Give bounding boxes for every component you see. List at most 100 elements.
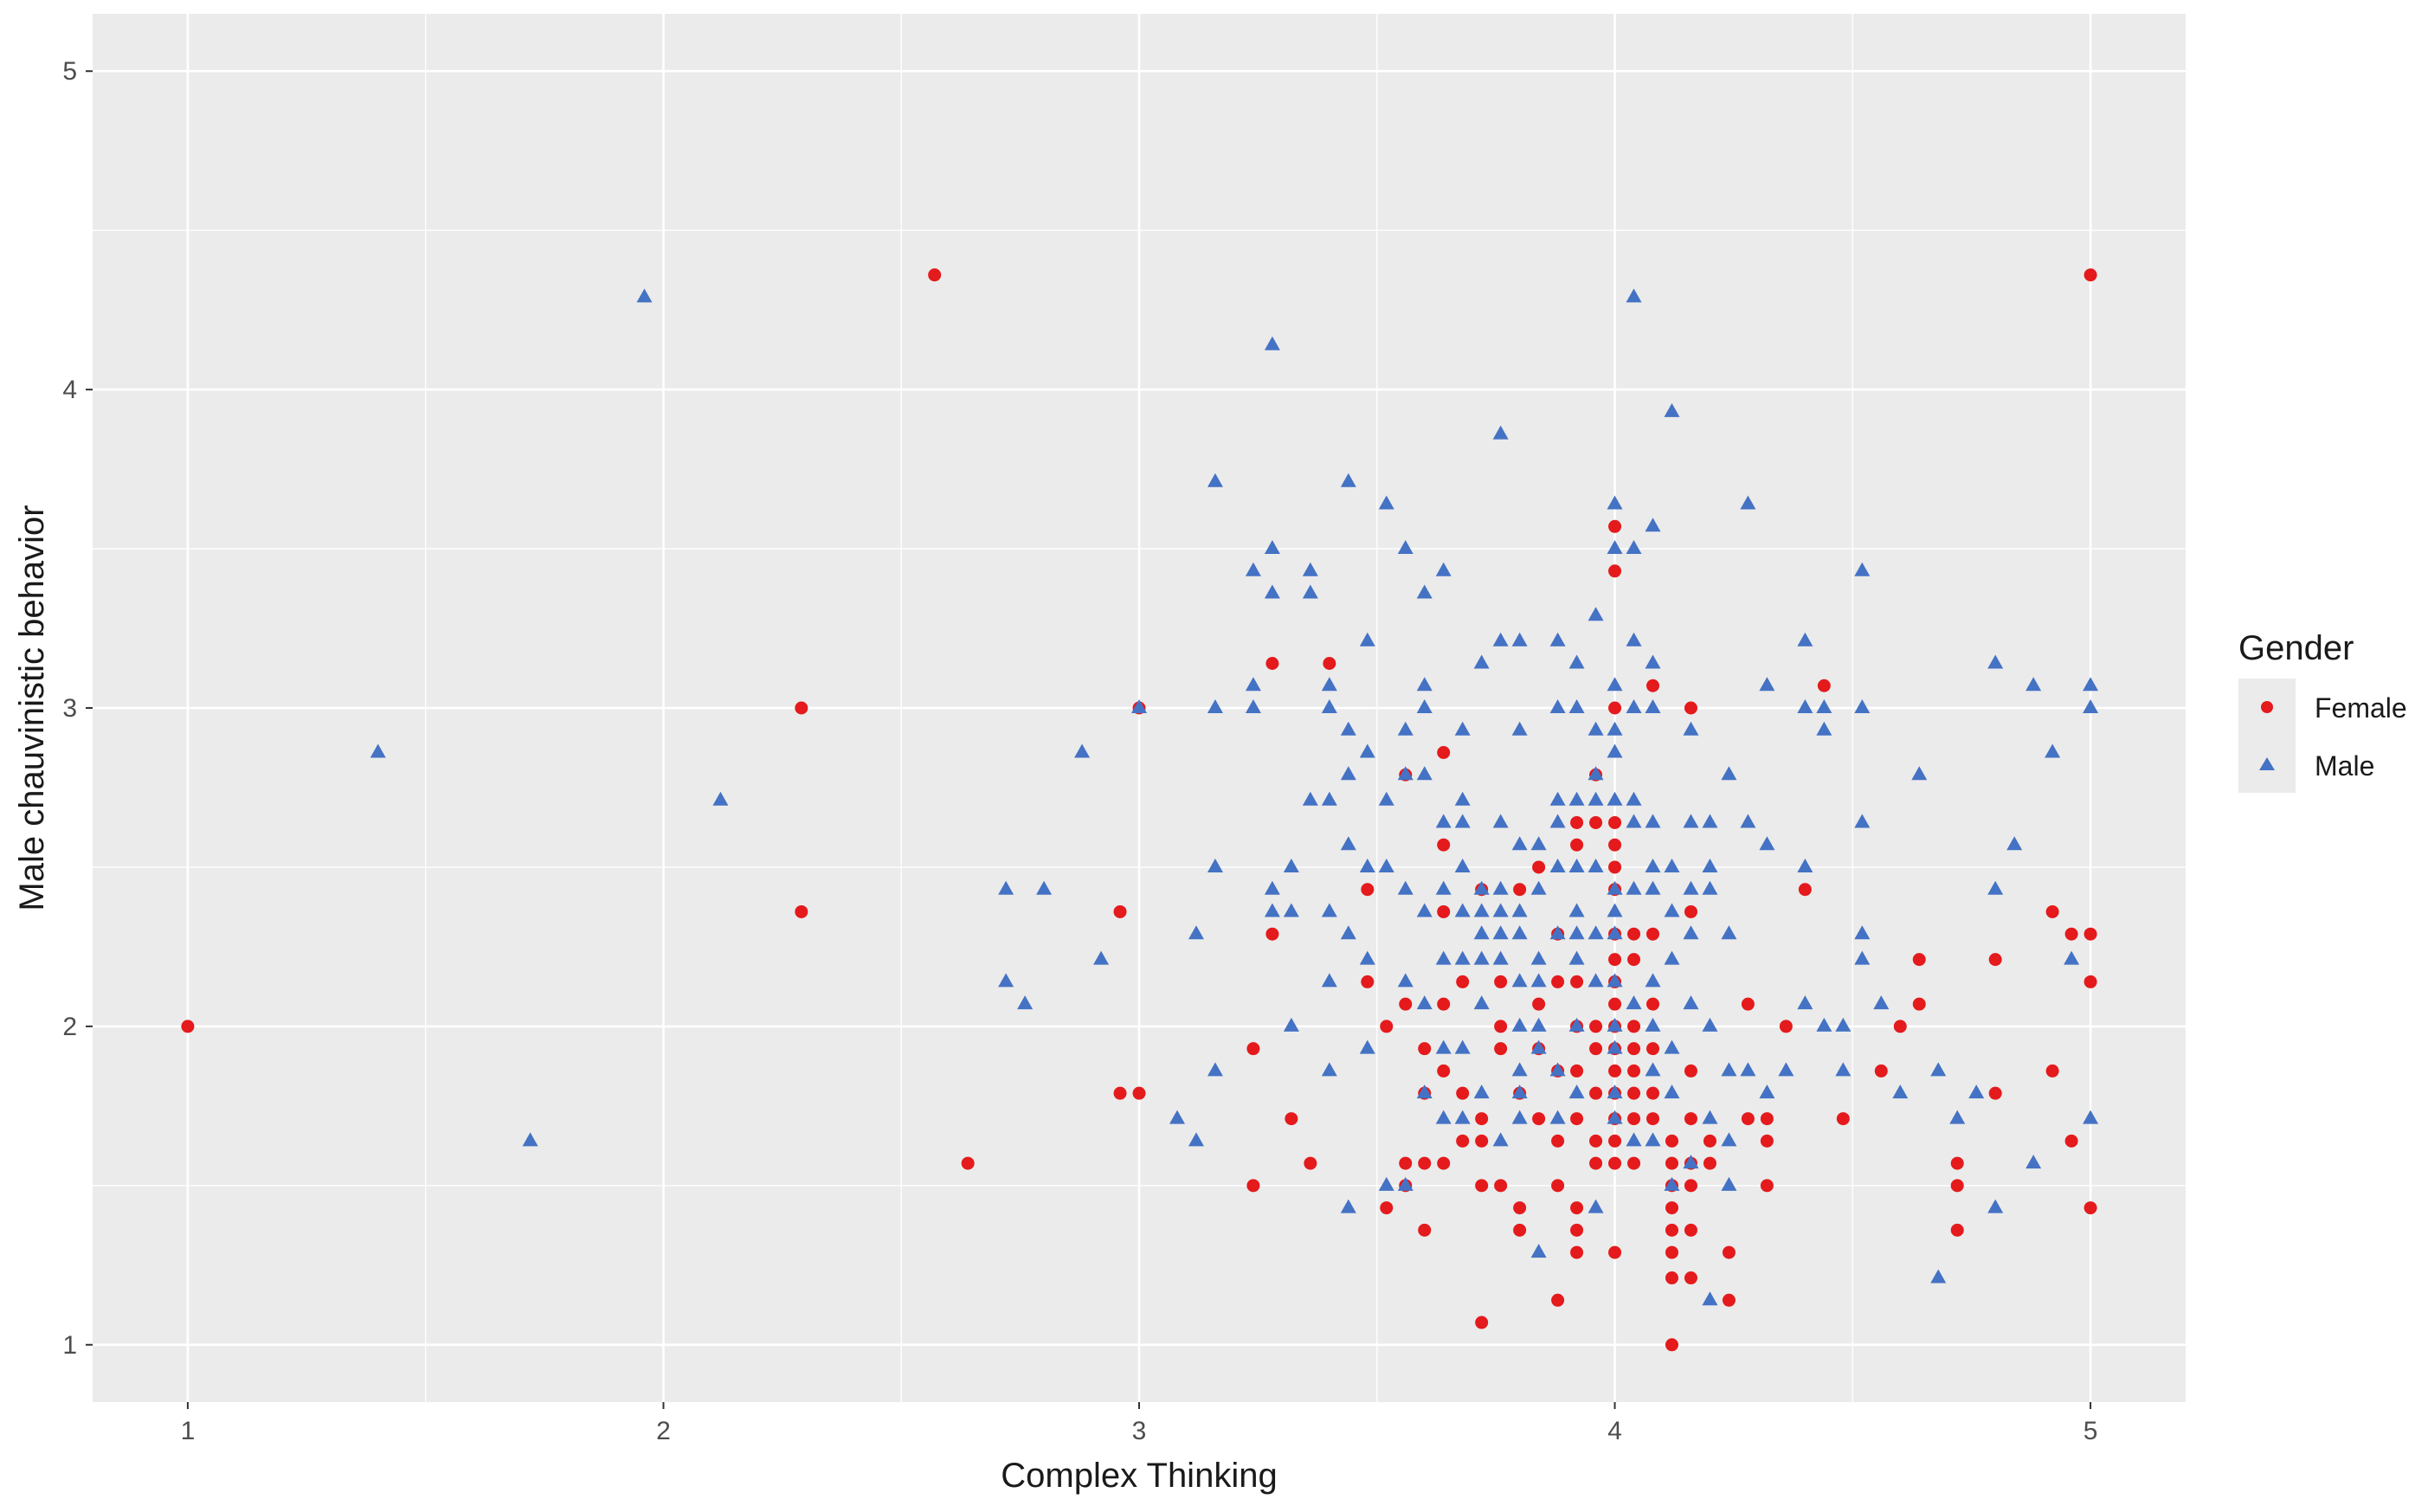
point-male [1359,1039,1375,1054]
point-male [1416,1084,1433,1099]
point-female [1437,904,1451,918]
point-female [1132,1086,1146,1100]
point-female [1456,1134,1470,1148]
point-female [1570,838,1584,852]
point-female [1418,1223,1432,1237]
point-male [1683,880,1699,895]
point-male [1626,540,1642,555]
point-female [1456,975,1470,988]
point-male [1359,632,1375,647]
point-male [1454,1039,1471,1054]
point-male [1797,995,1813,1010]
point-female [1950,1179,1964,1193]
point-female [1380,1201,1394,1215]
point-female [1418,1156,1432,1170]
legend-label-male: Male [2315,750,2374,782]
point-male [1568,654,1585,669]
point-female [1266,656,1279,670]
point-male [1645,973,1661,988]
point-male [1378,858,1394,872]
point-female [1646,1086,1660,1100]
point-female [1703,1134,1716,1148]
point-male [1568,925,1585,940]
point-male [1645,1062,1661,1077]
point-male [1359,743,1375,758]
y-tick-label: 2 [62,1013,77,1041]
point-female [1760,1112,1774,1126]
point-female [1475,1316,1489,1329]
point-male [1207,858,1223,872]
point-male [1454,791,1471,806]
x-tick-label: 2 [656,1417,671,1445]
point-male [1359,858,1375,872]
point-female [1551,1134,1565,1148]
point-male [1740,495,1756,510]
point-female [1646,997,1660,1011]
point-male [1511,903,1528,917]
x-tick-label: 3 [1132,1417,1147,1445]
point-male [1169,1110,1185,1124]
point-male [1588,973,1604,988]
point-male [1397,766,1414,781]
point-female [1437,1064,1451,1078]
point-female [1608,1134,1622,1148]
point-female [1608,953,1622,967]
point-female [1399,997,1413,1011]
point-female [1266,927,1279,941]
point-male [1416,995,1433,1010]
point-male [2064,950,2080,965]
point-male [1626,880,1642,895]
point-male [1702,880,1718,895]
point-male [1340,766,1356,781]
y-axis-title: Male chauvinistic behavior [13,505,51,910]
point-female [1836,1112,1850,1126]
point-male [1645,699,1661,713]
point-male [1664,903,1680,917]
point-male [1473,995,1490,1010]
point-female [1494,1042,1508,1056]
point-male [1416,699,1433,713]
point-male [2006,836,2023,851]
point-male [1949,1110,1966,1124]
point-female [1551,1293,1565,1307]
point-male [1397,973,1414,988]
point-male [1568,791,1585,806]
point-male [2025,677,2042,692]
point-female [1399,1156,1413,1170]
point-male [1473,654,1490,669]
point-male [1321,791,1337,806]
point-male [1588,1199,1604,1213]
point-male [1607,1039,1623,1054]
point-male [1340,836,1356,851]
point-male [1797,858,1813,872]
point-female [1893,1020,1907,1033]
point-female [1722,1293,1736,1307]
point-male [1511,1110,1528,1124]
point-female [1760,1134,1774,1148]
point-female [1608,519,1622,533]
point-female [1665,1134,1678,1148]
point-male [1492,632,1509,647]
point-female [1684,1179,1697,1193]
point-male [1473,925,1490,940]
point-female [1304,1156,1317,1170]
point-female [1665,1201,1678,1215]
point-male [1302,584,1318,599]
point-male [1568,1084,1585,1099]
point-male [1511,1062,1528,1077]
point-female [1570,815,1584,829]
point-female [2045,904,2059,918]
point-male [1683,1155,1699,1169]
point-male [1473,880,1490,895]
point-female [1684,1112,1697,1126]
point-male [1188,925,1204,940]
point-male [1492,925,1509,940]
point-female [1741,1112,1755,1126]
point-male [1721,925,1737,940]
point-male [1530,836,1547,851]
point-male [1645,1017,1661,1032]
point-male [1473,1084,1490,1099]
point-male [1378,495,1394,510]
point-female [1570,1064,1584,1078]
